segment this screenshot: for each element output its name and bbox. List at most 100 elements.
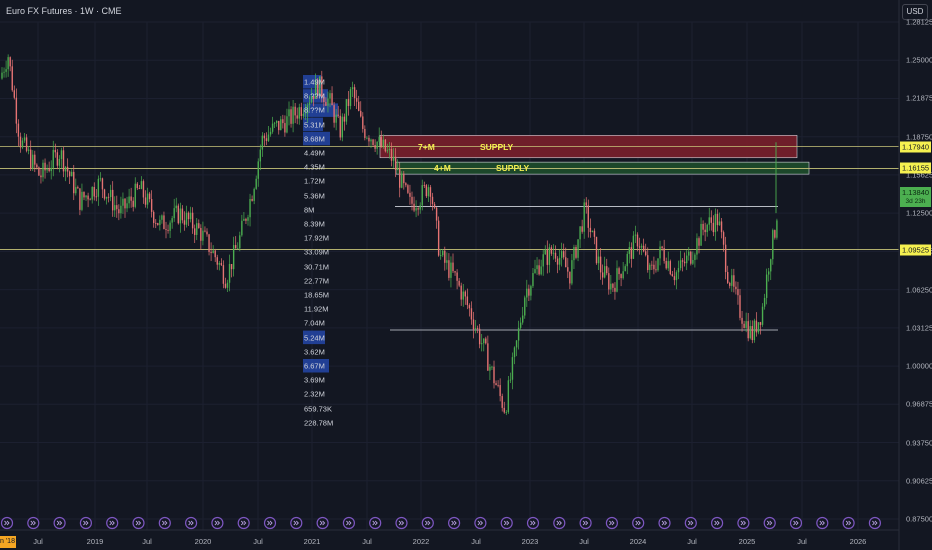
time-axis-label: 2023 [521,537,539,546]
candle-body [83,191,85,198]
candle-body [546,249,548,265]
candle-body [310,96,313,103]
price-tag-value: 1.17940 [901,142,930,152]
candle-body [175,205,177,209]
candle-body [544,249,546,255]
candle-body [429,187,432,197]
candle-body [284,123,286,133]
price-tag: 1.16155 [900,162,931,174]
candle-body [157,223,159,226]
candle-body [759,322,762,325]
candle-body [686,255,688,264]
candle-body [718,221,721,226]
zone-type-label: SUPPLY [480,141,514,152]
candle-body [585,202,587,206]
candle-body [202,230,204,241]
time-axis-label: 2025 [738,537,756,546]
candle-body [216,257,218,265]
candle-body [194,228,196,235]
candle-body [103,189,106,199]
candle-body [608,273,610,290]
candle-body [247,217,249,221]
volume-profile-label: 5.31M [304,120,325,130]
candle-body [269,131,272,135]
candle-body [493,366,495,384]
candle-body [569,271,571,284]
candle-body [185,212,188,225]
candle-body [87,195,89,200]
candle-body [167,229,169,231]
candle-body [638,246,641,248]
candle-body [241,220,243,236]
candle-body [36,164,38,168]
candle-body [226,282,229,288]
candle-body [577,239,579,258]
candle-body [468,305,471,309]
candle-body [768,271,770,275]
time-axis-label: 2024 [629,537,647,546]
time-axis-label: Jul [33,537,43,546]
volume-profile-label: 228.78M [304,418,334,428]
candle-body [44,162,46,171]
chevron-right-icon [503,520,510,526]
candle-body [737,289,739,296]
candle-body [593,230,596,237]
candle-body [362,116,364,129]
candle-body [237,248,239,250]
candle-body [140,181,143,189]
candle-body [66,166,69,172]
candle-body [399,168,401,188]
candle-body [11,66,13,91]
candle-body [478,328,481,345]
candle-body [763,297,766,307]
candle-body [407,185,409,193]
candle-body [749,326,751,339]
time-axis-label: 2026 [849,537,867,546]
chevron-right-icon [30,520,36,526]
candle-body [34,154,36,165]
volume-profile [303,75,338,373]
candle-body [741,317,743,324]
symbol-title[interactable]: Euro FX Futures · 1W · CME [6,6,122,16]
price-axis-label: 1.03125 [906,323,932,333]
candle-body [534,269,536,274]
candle-body [595,236,598,264]
candle-body [761,306,764,325]
candle-body [112,189,114,211]
candle-body [337,114,339,116]
candle-body [511,357,514,380]
candle-body [710,217,712,223]
candle-body [581,226,583,232]
volume-profile-label: 22.77M [304,276,330,286]
currency-button[interactable]: USD [902,4,928,20]
candle-body [753,320,756,341]
candle-body [54,149,56,153]
candle-body [48,168,50,172]
candle-body [669,261,671,275]
candle-body [97,178,100,197]
candle-body [757,322,760,333]
candle-body [751,326,753,341]
candle-body [386,150,389,152]
volume-profile-label: 2.32M [304,389,325,399]
price-axis-label: 0.96875 [906,399,932,409]
chevron-right-icon [872,520,878,526]
candle-body [470,308,473,320]
candle-body [341,116,343,138]
candle-body [517,327,520,341]
candle-body [243,218,245,221]
candle-body [515,340,518,348]
candle-body [128,196,130,204]
candle-body [276,120,278,123]
volume-profile-label: 659.73K [304,404,332,414]
candle-body [435,207,438,221]
candle-body [21,140,24,148]
volume-profile-bar [303,359,329,373]
candle-body [58,158,61,166]
start-date-stub: n '18 [0,536,16,548]
candle-body [448,260,450,278]
chevron-right-icon [214,520,221,526]
price-axis-label: 0.87500 [906,514,932,524]
candle-body [62,150,65,172]
